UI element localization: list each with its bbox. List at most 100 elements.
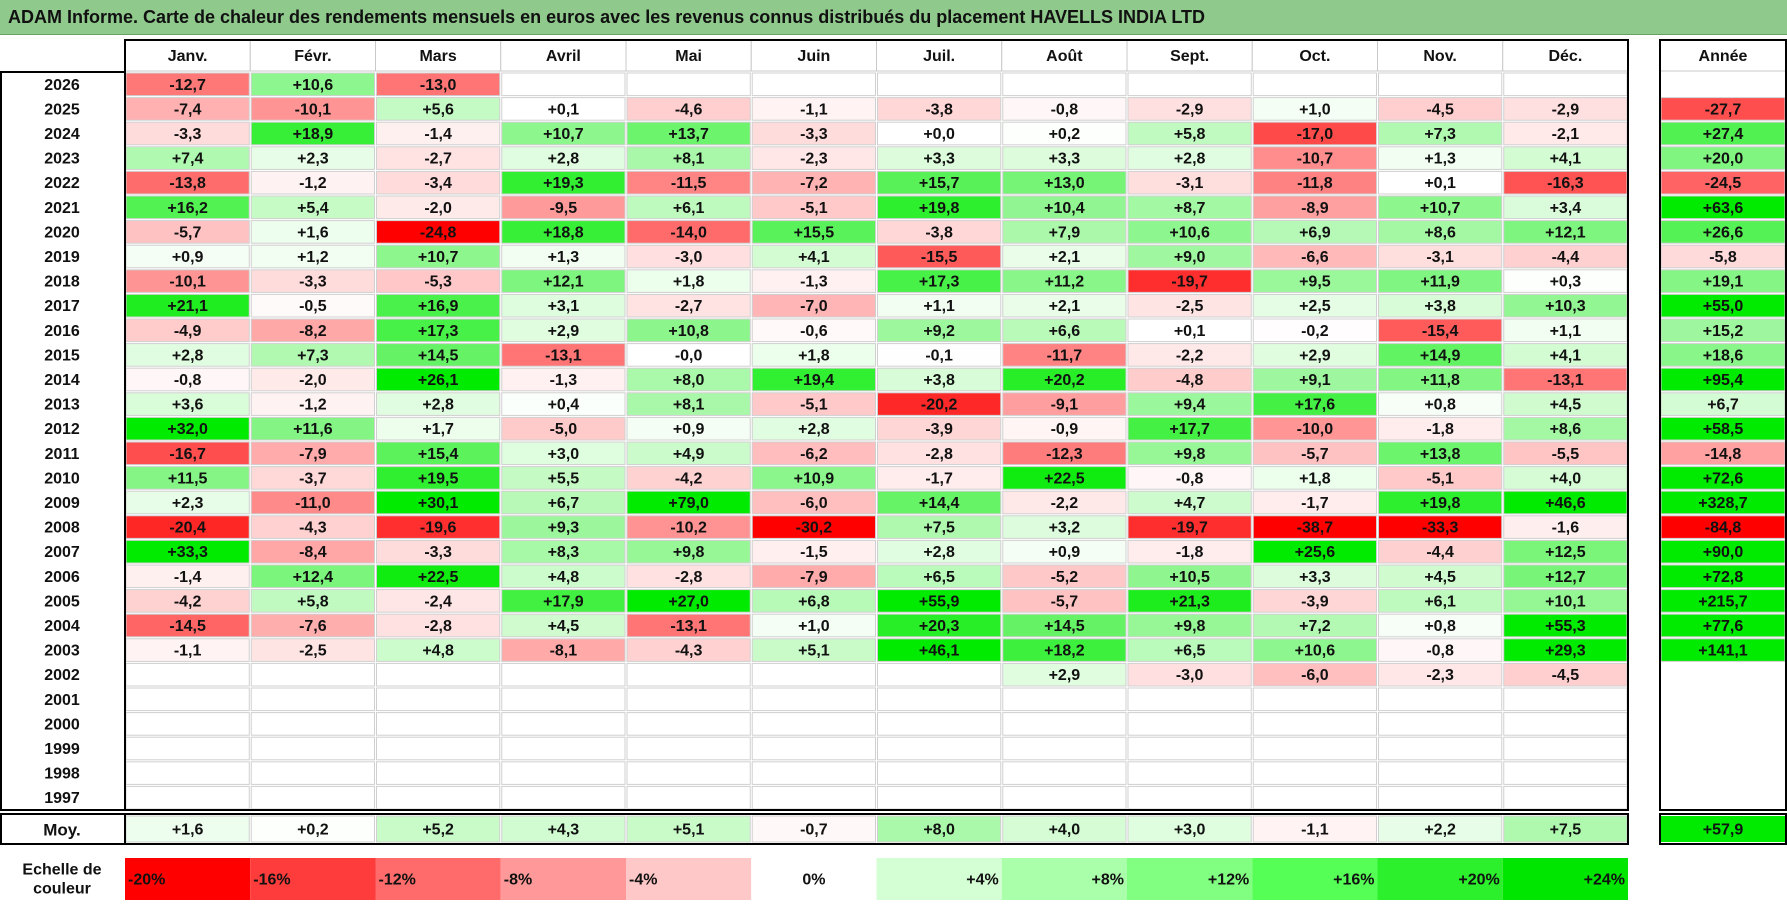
cell-value: -0,5 [299, 298, 327, 315]
cell-value: +30,1 [418, 495, 459, 512]
heatmap-cell [501, 72, 626, 97]
avg-value: +8,0 [923, 822, 955, 839]
cell-value: -1,7 [1301, 495, 1329, 512]
cell-value: +16,9 [418, 298, 459, 315]
heatmap-cell [1252, 343, 1377, 367]
cell-value: +21,3 [1169, 593, 1210, 610]
annual-value: +215,7 [1698, 593, 1747, 610]
cell-value: -4,6 [675, 101, 703, 118]
cell-value: -10,1 [295, 101, 332, 118]
cell-value: +17,9 [543, 593, 584, 610]
cell-value: +2,1 [1049, 298, 1081, 315]
heatmap-cell [1127, 343, 1252, 367]
avg-cell [1252, 815, 1377, 843]
cell-value: -0,8 [1051, 101, 1079, 118]
avg-value: +4,3 [548, 822, 580, 839]
scale-swatch [250, 858, 376, 900]
heatmap-cell [1252, 687, 1377, 712]
cell-value: -2,0 [299, 372, 327, 389]
cell-value: +1,3 [1424, 151, 1456, 168]
heatmap-cell [501, 687, 626, 712]
heatmap-cell [250, 97, 375, 121]
heatmap-cell [250, 72, 375, 97]
heatmap-cell [1127, 687, 1252, 712]
cell-value: -8,1 [550, 643, 578, 660]
cell-value: -5,2 [1051, 569, 1079, 586]
cell-value: +10,4 [1044, 200, 1085, 217]
heatmap-cell [751, 466, 876, 490]
heatmap-cell [877, 515, 1002, 539]
cell-value: +2,8 [1174, 151, 1206, 168]
heatmap-cell [751, 269, 876, 293]
cell-value: -4,3 [675, 643, 703, 660]
cell-value: +3,8 [1424, 298, 1456, 315]
cell-value: -12,7 [169, 77, 206, 94]
cell-value: -2,1 [1552, 126, 1580, 143]
row-label-2011: 2011 [45, 446, 80, 463]
heatmap-cell [1002, 220, 1127, 244]
heatmap-cell [751, 170, 876, 195]
heatmap-cell [877, 343, 1002, 367]
cell-value: -0,2 [1301, 323, 1329, 340]
heatmap-cell [877, 293, 1002, 318]
heatmap-cell [376, 72, 501, 97]
cell-value: -3,0 [1176, 667, 1204, 684]
cell-value: +10,7 [418, 249, 459, 266]
avg-annual-value: +57,9 [1703, 822, 1744, 839]
cell-value: +15,5 [794, 224, 835, 241]
heatmap-cell [250, 589, 375, 613]
heatmap-cell [751, 97, 876, 121]
heatmap-cell [751, 515, 876, 539]
heatmap-cell [501, 761, 626, 785]
cell-value: +0,9 [1049, 544, 1081, 561]
cell-value: -2,7 [424, 151, 452, 168]
heatmap-cell [1127, 146, 1252, 170]
annual-value: -5,8 [1709, 249, 1737, 266]
heatmap-cell [751, 539, 876, 564]
heatmap-cell [501, 416, 626, 441]
heatmap-cell [376, 392, 501, 416]
row-label-2025: 2025 [44, 101, 80, 118]
cell-value: +2,8 [798, 421, 830, 438]
cell-value: -7,9 [299, 446, 327, 463]
heatmap-cell [1252, 712, 1377, 736]
heatmap-cell [376, 490, 501, 515]
cell-value: -3,3 [800, 126, 828, 143]
avg-cell [250, 815, 375, 843]
cell-value: +9,8 [1174, 446, 1206, 463]
cell-value: +0,9 [172, 249, 204, 266]
heatmap-cell [1378, 662, 1503, 687]
scale-swatch [751, 858, 877, 900]
heatmap-cell [376, 146, 501, 170]
cell-value: -4,4 [1552, 249, 1580, 266]
cell-value: +11,5 [168, 470, 208, 487]
cell-value: +8,3 [548, 544, 580, 561]
row-label-2022: 2022 [44, 175, 80, 192]
cell-value: -0,6 [800, 323, 828, 340]
heatmap-cell [250, 343, 375, 367]
heatmap-cell [1378, 72, 1503, 97]
heatmap-cell [250, 441, 375, 466]
heatmap-cell [877, 613, 1002, 638]
heatmap-cell [250, 613, 375, 638]
heatmap-cell [250, 416, 375, 441]
heatmap-cell [1378, 244, 1503, 269]
heatmap-cell [250, 515, 375, 539]
col-header-6: Juil. [923, 48, 955, 65]
cell-value: +15,4 [418, 446, 459, 463]
heatmap-cell [1378, 490, 1503, 515]
scale-stop-label: -4% [629, 872, 657, 889]
cell-value: +79,0 [668, 495, 709, 512]
cell-value: +1,1 [923, 298, 955, 315]
cell-value: -5,3 [424, 274, 452, 291]
col-header-10: Nov. [1423, 48, 1456, 65]
cell-value: +13,0 [1044, 175, 1085, 192]
cell-value: -11,7 [1047, 347, 1083, 364]
heatmap-cell [1127, 761, 1252, 785]
cell-value: +12,7 [1545, 569, 1586, 586]
heatmap-cell [376, 687, 501, 712]
row-label-2015: 2015 [44, 347, 80, 364]
cell-value: +6,9 [1299, 224, 1331, 241]
scale-swatch [500, 858, 626, 900]
